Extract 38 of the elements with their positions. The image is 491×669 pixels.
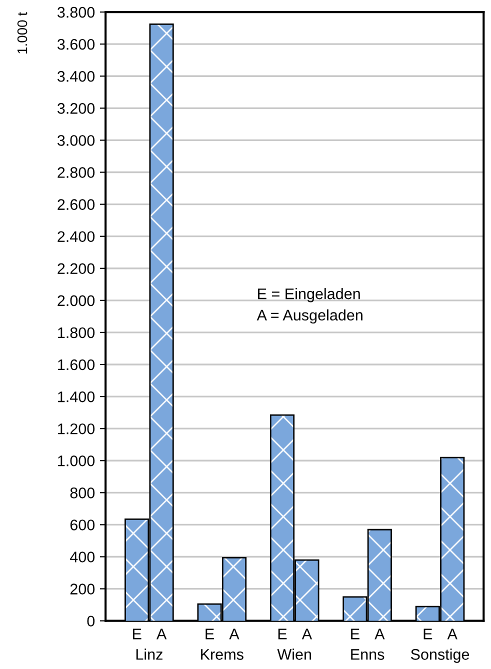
- y-tick-label: 1.800: [58, 327, 95, 338]
- y-tick-label: 2.400: [58, 231, 95, 242]
- x-tick-label: Enns: [351, 649, 384, 660]
- y-tick-label: 3.000: [58, 135, 95, 146]
- text: A: [302, 628, 312, 640]
- y-tick-label: 2.600: [58, 199, 95, 210]
- y-tick-label: 3.200: [58, 103, 95, 114]
- series-label: E: [132, 628, 142, 640]
- y-tick-label: 3.400: [58, 70, 95, 82]
- y-axis-title: 1.000 t: [17, 12, 28, 54]
- annotation: E = Eingeladen: [258, 288, 360, 302]
- y-tick-label: 400: [70, 552, 95, 562]
- y-tick-label: 2.000: [58, 295, 95, 306]
- text: A: [229, 628, 240, 640]
- y-tick-label: 1.600: [58, 359, 95, 370]
- x-tick-label: Krems: [201, 649, 244, 660]
- annotation: A = Ausgeladen: [256, 309, 362, 324]
- text: A: [374, 628, 385, 640]
- y-tick-label: 1.200: [58, 423, 95, 434]
- x-tick-label: Sonstige: [410, 648, 470, 663]
- text: E: [206, 628, 214, 640]
- y-tick-label: 1.400: [58, 391, 95, 402]
- text: A: [447, 628, 458, 640]
- y-tick-label: 3.800: [58, 6, 95, 18]
- y-tick-label: 1.000: [58, 455, 95, 466]
- text: E: [351, 628, 360, 640]
- x-tick-label: Wien: [277, 648, 312, 660]
- y-tick-label: 2.800: [58, 167, 95, 178]
- y-tick-label: 0: [87, 616, 95, 627]
- series-label: A: [156, 628, 167, 640]
- y-tick-label: 3.600: [58, 38, 95, 50]
- y-tick-label: 600: [70, 520, 95, 530]
- text: E: [278, 628, 287, 640]
- y-tick-label: 200: [70, 584, 95, 594]
- y-tick-label: 2.200: [58, 263, 95, 274]
- y-tick-label: 800: [70, 488, 95, 498]
- text: E: [424, 628, 432, 640]
- x-tick-label: Linz: [136, 648, 162, 660]
